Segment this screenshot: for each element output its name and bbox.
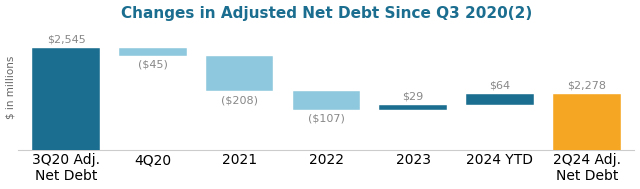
Text: ($45): ($45) xyxy=(138,59,168,69)
Text: $2,545: $2,545 xyxy=(47,34,85,44)
Text: $29: $29 xyxy=(403,91,424,101)
Bar xyxy=(119,48,187,56)
Bar xyxy=(466,94,534,105)
Title: Changes in Adjusted Net Debt Since Q3 2020(2): Changes in Adjusted Net Debt Since Q3 20… xyxy=(121,5,532,21)
Bar xyxy=(380,105,447,110)
Bar xyxy=(553,94,621,189)
Y-axis label: $ in millions: $ in millions xyxy=(6,56,15,119)
Text: $64: $64 xyxy=(490,80,511,90)
Bar xyxy=(206,56,273,91)
Bar xyxy=(32,48,100,189)
Text: ($208): ($208) xyxy=(221,95,258,105)
Text: ($107): ($107) xyxy=(308,114,345,124)
Text: $2,278: $2,278 xyxy=(567,80,606,90)
Bar xyxy=(292,91,360,110)
